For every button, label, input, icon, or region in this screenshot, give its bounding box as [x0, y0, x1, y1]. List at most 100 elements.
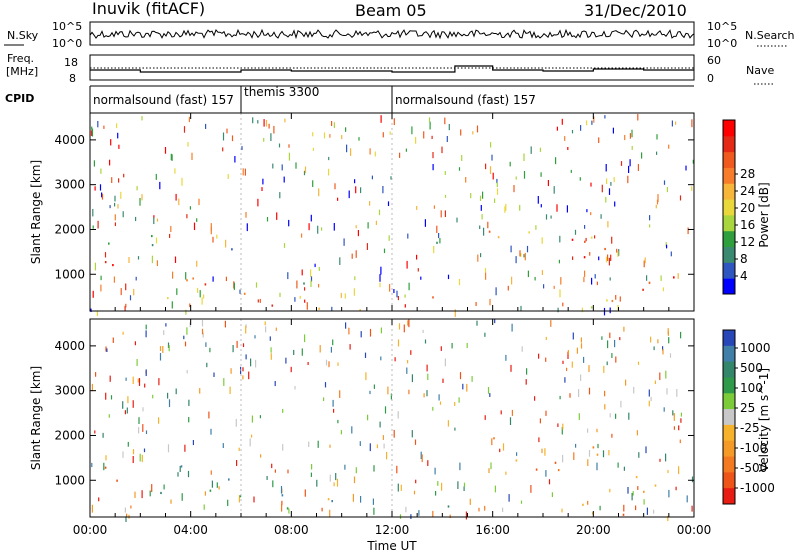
heatmap-cell [294, 297, 296, 302]
heatmap-cell [584, 225, 586, 229]
heatmap-cell [617, 462, 619, 468]
cpid-label: CPID [5, 92, 34, 105]
heatmap-cell [171, 154, 173, 161]
heatmap-cell [156, 218, 159, 222]
heatmap-cell [138, 427, 140, 434]
heatmap-cell [451, 343, 453, 349]
heatmap-cell [325, 359, 328, 366]
heatmap-cell [407, 320, 409, 326]
colorbar-swatch [723, 151, 735, 168]
nsky-tick-top: 10^5 [52, 20, 82, 33]
heatmap-cell [188, 417, 190, 423]
heatmap-cell [122, 401, 124, 409]
heatmap-cell [671, 120, 673, 127]
heatmap-cell [180, 465, 183, 468]
heatmap-cell [222, 147, 224, 152]
heatmap-cell [416, 206, 418, 210]
heatmap-cell [382, 435, 384, 440]
heatmap-cell [189, 303, 191, 308]
heatmap-cell [505, 471, 507, 475]
time-axis: 00:00 04:00 08:00 12:00 16:00 20:00 00:00 [73, 113, 711, 537]
heatmap-cell [496, 188, 499, 195]
heatmap-cell [520, 305, 522, 312]
heatmap-cell [213, 372, 215, 377]
heatmap-cell [448, 124, 450, 131]
heatmap-cell [608, 257, 610, 266]
heatmap-cell [653, 346, 655, 351]
heatmap-cell [441, 146, 443, 154]
heatmap-cell [462, 383, 464, 390]
heatmap-cell [411, 126, 413, 135]
colorbar-swatch [723, 199, 735, 216]
heatmap-cell [629, 133, 631, 139]
heatmap-cell [526, 245, 529, 253]
heatmap-cell [528, 231, 530, 234]
heatmap-cell [535, 468, 538, 471]
heatmap-cell [186, 327, 188, 335]
heatmap-cell [665, 242, 667, 247]
heatmap-cell [245, 212, 247, 218]
colorbar-swatch [723, 361, 735, 378]
heatmap-cell [344, 464, 346, 470]
heatmap-cell [149, 490, 151, 497]
heatmap-cell [604, 404, 606, 410]
heatmap-cell [673, 413, 675, 421]
heatmap-cell [122, 451, 124, 458]
heatmap-cell [562, 423, 564, 430]
heatmap-cell [494, 485, 496, 493]
heatmap-cell [663, 407, 665, 412]
beam-label: Beam 05 [355, 1, 427, 20]
heatmap-cell [590, 182, 592, 187]
heatmap-cell [484, 415, 486, 420]
heatmap-cell [239, 289, 241, 294]
heatmap-cell [359, 441, 361, 446]
heatmap-cell [159, 353, 162, 361]
power-ylabel: Slant Range [km] [29, 160, 43, 264]
heatmap-cell [555, 157, 557, 165]
colorbar-swatch [723, 472, 735, 489]
colorbar-tick-label: 100 [740, 381, 763, 395]
heatmap-cell [596, 281, 598, 286]
heatmap-cell [492, 172, 494, 180]
heatmap-cell [126, 513, 128, 518]
heatmap-cell [177, 472, 179, 477]
heatmap-cell [280, 486, 283, 494]
heatmap-cell [636, 430, 638, 436]
heatmap-cell [120, 288, 122, 296]
heatmap-cell [461, 155, 463, 161]
heatmap-cell [504, 206, 506, 213]
heatmap-cell [91, 504, 93, 513]
heatmap-cell [423, 131, 425, 139]
heatmap-cell [290, 366, 292, 373]
heatmap-cell [438, 233, 440, 239]
heatmap-cell [202, 332, 204, 338]
heatmap-cell [581, 307, 583, 313]
heatmap-cell [483, 227, 485, 236]
heatmap-cell [489, 298, 491, 306]
colorbar-swatch [723, 167, 735, 184]
heatmap-cell [540, 204, 542, 208]
heatmap-cell [471, 376, 473, 382]
cpid-segment-label: normalsound (fast) 157 [395, 93, 536, 107]
heatmap-cell [516, 452, 518, 456]
heatmap-cell [607, 340, 609, 349]
heatmap-cell [650, 396, 652, 402]
heatmap-cell [281, 500, 283, 506]
heatmap-cell [337, 197, 339, 201]
heatmap-cell [480, 253, 482, 258]
heatmap-cell [372, 498, 374, 505]
heatmap-cell [333, 122, 335, 129]
y-tick-label: 2000 [54, 428, 85, 442]
heatmap-cell [163, 484, 165, 490]
heatmap-cell [447, 420, 449, 427]
heatmap-cell [557, 307, 559, 313]
heatmap-cell [588, 450, 591, 457]
heatmap-cell [627, 175, 629, 184]
heatmap-cell [428, 117, 431, 122]
heatmap-cell [229, 386, 231, 394]
heatmap-cell [418, 510, 420, 516]
heatmap-cell [433, 205, 435, 209]
heatmap-cell [554, 461, 557, 464]
heatmap-cell [348, 327, 350, 335]
heatmap-cell [367, 222, 369, 229]
